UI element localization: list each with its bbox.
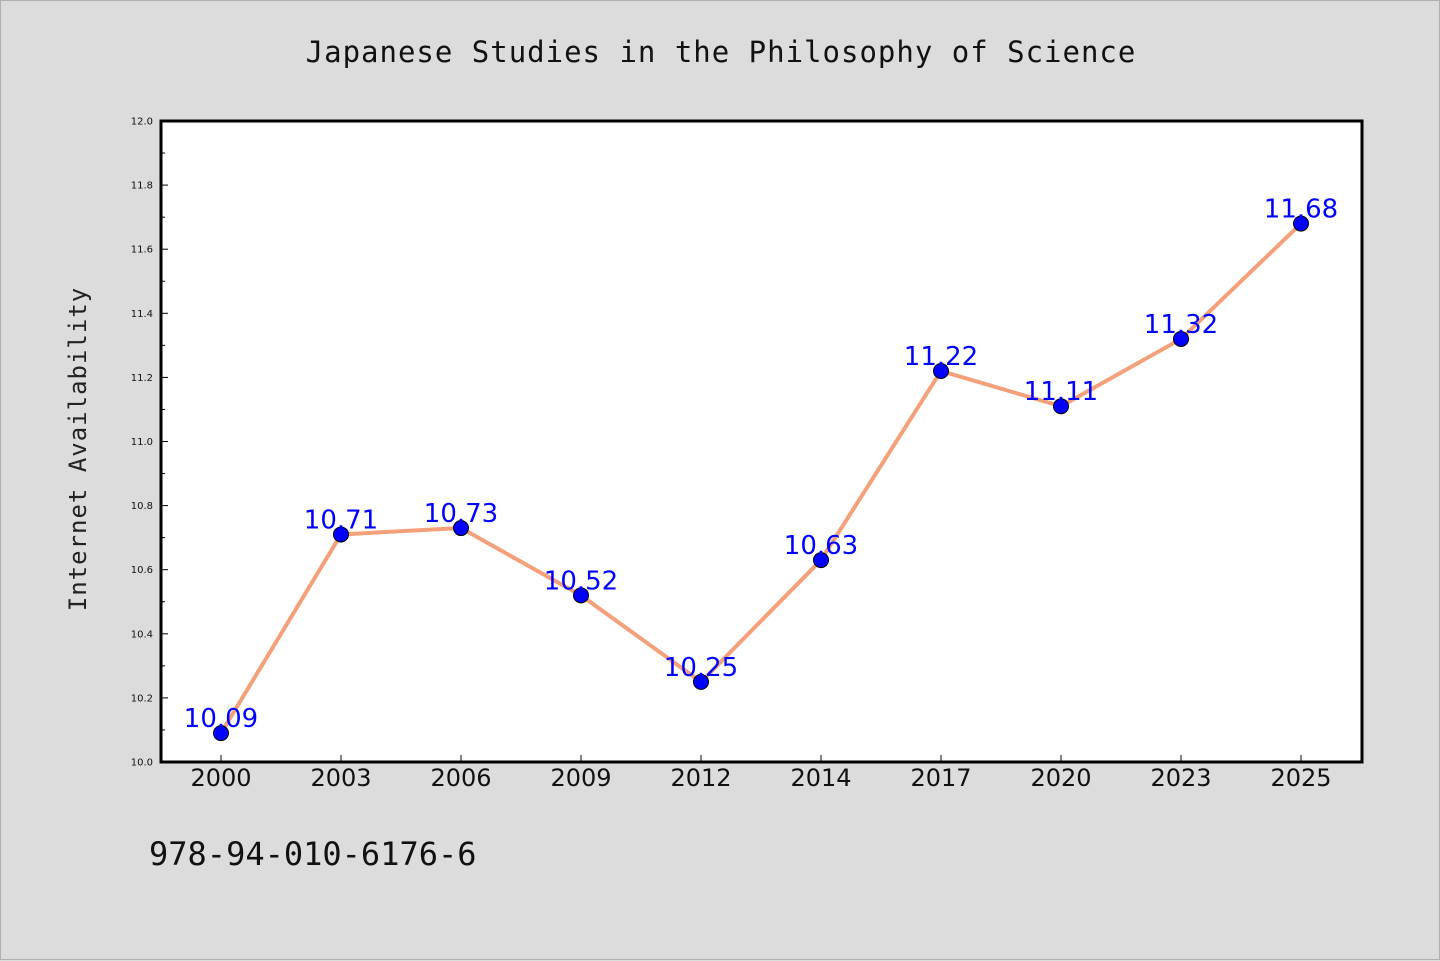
footer-code: 978-94-010-6176-6 xyxy=(149,835,477,873)
x-tick-label: 2009 xyxy=(550,764,611,792)
x-tick-label: 2003 xyxy=(310,764,371,792)
data-point xyxy=(333,526,349,543)
x-tick-label: 2012 xyxy=(670,764,731,792)
x-axis: 2000 2003 2006 2009 2012 2014 2017 2020 2023 2025 xyxy=(190,755,1332,792)
y-tick-label: 10.6 xyxy=(131,565,153,576)
data-label: 10.63 xyxy=(784,531,858,561)
data-label: 11.68 xyxy=(1264,195,1338,225)
x-tick-label: 2020 xyxy=(1030,764,1091,792)
data-label: 11.22 xyxy=(904,342,978,372)
y-tick-label: 10.4 xyxy=(131,629,153,640)
data-point xyxy=(1053,398,1069,415)
chart-title: Japanese Studies in the Philosophy of Sc… xyxy=(305,35,1137,69)
plot-area xyxy=(159,119,1364,764)
data-label: 11.32 xyxy=(1144,310,1218,340)
y-tick-label: 11.4 xyxy=(131,309,153,320)
y-tick-label: 10.2 xyxy=(131,693,153,704)
y-tick-label: 11.8 xyxy=(131,181,153,192)
x-tick-label: 2017 xyxy=(910,764,971,792)
data-label: 10.25 xyxy=(664,653,738,683)
series-line xyxy=(219,222,1303,735)
data-label: 10.73 xyxy=(424,499,498,529)
y-tick-label: 11.6 xyxy=(131,245,153,256)
data-point xyxy=(213,725,229,742)
x-tick-label: 2025 xyxy=(1270,764,1331,792)
data-point xyxy=(933,362,949,379)
data-point xyxy=(1173,330,1189,347)
data-label: 10.52 xyxy=(544,566,618,596)
data-point xyxy=(1293,215,1309,232)
y-tick-label: 10.8 xyxy=(131,501,153,512)
data-point xyxy=(693,673,709,690)
x-tick-label: 2000 xyxy=(190,764,251,792)
x-tick-label: 2023 xyxy=(1150,764,1211,792)
y-tick-label: 10.0 xyxy=(131,758,153,769)
data-labels-layer: 10.09 10.71 10.73 10.52 10.25 10.63 11.22 11.11… xyxy=(184,195,1338,735)
x-tick-label: 2014 xyxy=(790,764,851,792)
data-point xyxy=(573,587,589,604)
series-layer xyxy=(213,215,1309,742)
data-label: 11.11 xyxy=(1024,377,1098,407)
x-tick-label: 2006 xyxy=(430,764,491,792)
data-label: 10.71 xyxy=(304,505,378,535)
y-tick-label: 12.0 xyxy=(131,117,153,128)
data-point xyxy=(453,520,469,537)
y-tick-label: 11.2 xyxy=(131,373,153,384)
y-axis: 10.0 10.2 10.4 10.6 10.8 11.0 11.2 11.4 11.6 11.8… xyxy=(131,117,168,769)
data-point xyxy=(813,552,829,569)
y-tick-label: 11.0 xyxy=(131,437,153,448)
data-label: 10.09 xyxy=(184,704,258,734)
